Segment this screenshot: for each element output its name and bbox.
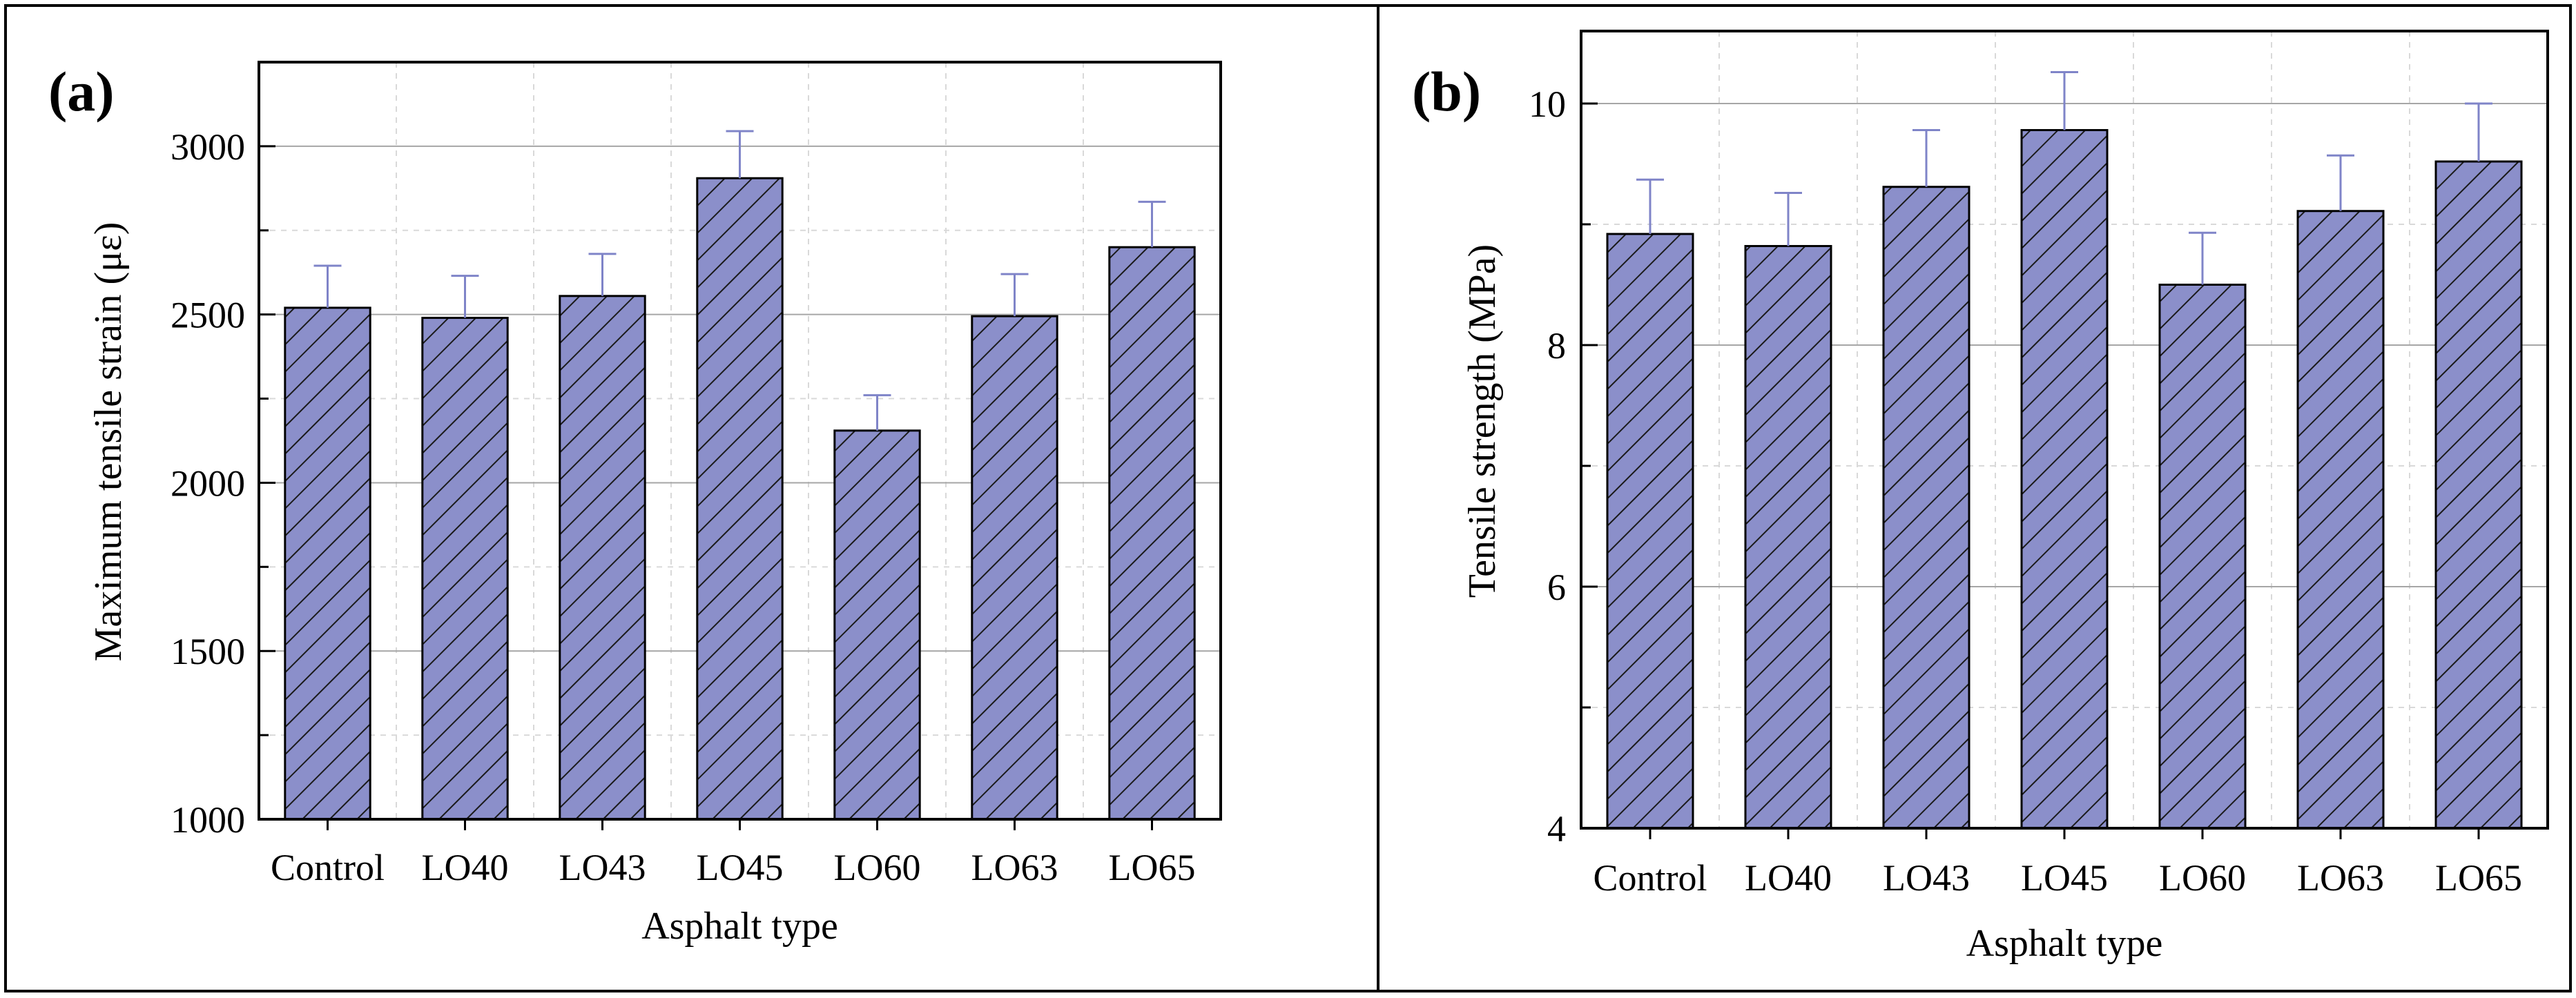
panel-a-y-tick-label: 1500 bbox=[171, 631, 245, 672]
panel-b-x-tick-label: LO40 bbox=[1745, 857, 1832, 899]
panel-b-y-axis-label: Tensile strength (MPa) bbox=[1461, 244, 1504, 598]
panel-b-x-tick-label: LO43 bbox=[1883, 857, 1970, 899]
panel-a-x-tick-label: LO60 bbox=[834, 847, 921, 888]
panel-a-axes-box bbox=[258, 61, 1222, 821]
panel-b-y-tick-label: 10 bbox=[1529, 84, 1566, 125]
panel-b-y-tick-label: 4 bbox=[1547, 808, 1566, 850]
panel-a-bar-hatch-LO40 bbox=[421, 317, 509, 821]
panel-b-bar-hatch-LO43 bbox=[1882, 186, 1970, 830]
panel-b-y-tick-label: 8 bbox=[1547, 325, 1566, 366]
panel-b-x-axis-label: Asphalt type bbox=[1966, 922, 2163, 965]
panel-b-x-tick-label: LO65 bbox=[2435, 857, 2522, 899]
panel-b-label: (b) bbox=[1412, 60, 1481, 123]
panel-b-axes-box bbox=[1580, 30, 2549, 830]
panel-b-y-tick-label: 6 bbox=[1547, 567, 1566, 608]
panel-b-x-tick-label: LO45 bbox=[2021, 857, 2108, 899]
panel-a-y-tick-label: 2000 bbox=[171, 462, 245, 504]
panel-a-x-tick-label: Control bbox=[271, 847, 385, 888]
panel-b-frame bbox=[1377, 4, 2572, 992]
panel-a-x-tick-label: LO40 bbox=[422, 847, 509, 888]
panel-a-x-tick-label: LO45 bbox=[697, 847, 784, 888]
panel-a-bar-hatch-LO65 bbox=[1108, 246, 1196, 821]
panel-a-bar-hatch-LO63 bbox=[971, 315, 1058, 821]
panel-a-y-tick-label: 3000 bbox=[171, 126, 245, 168]
panel-a-chart: 1000 1500 2000 2500 3000 Control LO40 LO43 LO45 L… bbox=[48, 60, 1222, 948]
panel-a-x-tick-label: LO63 bbox=[971, 847, 1058, 888]
panel-a-bar-hatch-LO45 bbox=[696, 177, 784, 821]
panel-b-x-tick-label: LO60 bbox=[2159, 857, 2246, 899]
panel-b-chart: 4 6 8 10 Control LO40 LO43 LO45 LO60 LO63 LO65 (b) A… bbox=[1412, 30, 2549, 965]
panel-b-bar-hatch-LO65 bbox=[2434, 160, 2523, 830]
panel-b-bar-hatch-Control bbox=[1606, 233, 1694, 830]
panel-a-x-tick-label: LO65 bbox=[1109, 847, 1196, 888]
panel-a-y-tick-label: 2500 bbox=[171, 295, 245, 336]
panel-b-bar-hatch-LO63 bbox=[2296, 210, 2385, 830]
panel-b-x-tick-label: Control bbox=[1593, 857, 1707, 899]
panel-a-y-tick-label: 1000 bbox=[171, 799, 245, 841]
panel-a-x-tick-label: LO43 bbox=[559, 847, 646, 888]
panel-a-bar-hatch-LO43 bbox=[559, 295, 646, 821]
panel-a-bar-hatch-LO60 bbox=[833, 429, 921, 821]
panel-b-bar-hatch-LO40 bbox=[1744, 245, 1832, 830]
panel-a-x-axis-label: Asphalt type bbox=[641, 905, 838, 948]
panel-a-y-axis-label: Maximum tensile strain (με) bbox=[87, 222, 130, 662]
panel-a-bar-hatch-Control bbox=[284, 306, 371, 821]
panel-b-x-tick-label: LO63 bbox=[2297, 857, 2384, 899]
panel-a-label: (a) bbox=[48, 60, 115, 123]
panel-b-bar-hatch-LO60 bbox=[2158, 284, 2247, 830]
panel-b-bar-hatch-LO45 bbox=[2020, 129, 2109, 830]
